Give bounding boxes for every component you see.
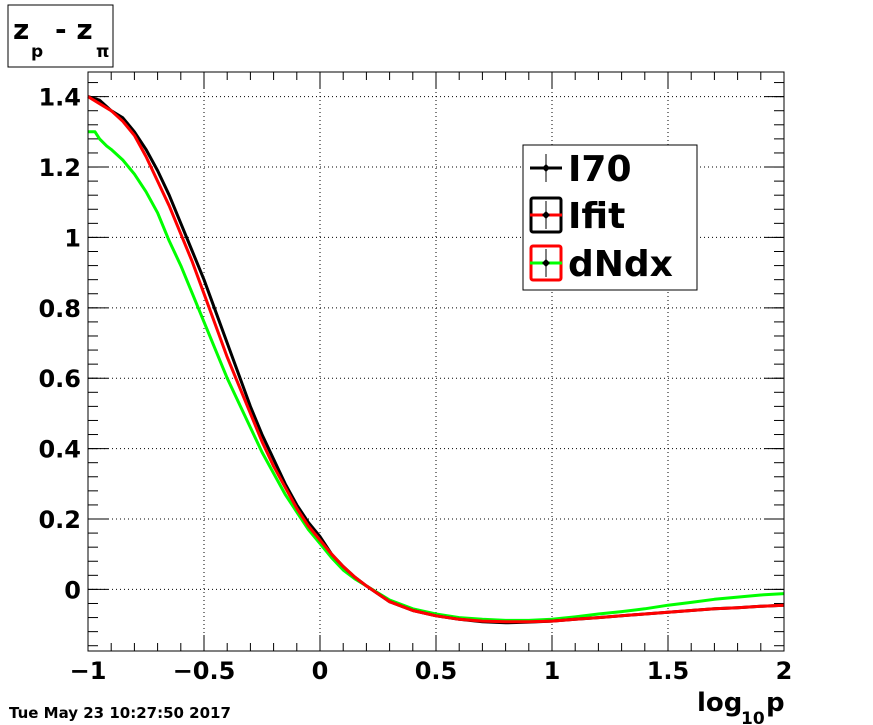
plot-frame <box>87 71 785 652</box>
x-tick-labels: −1 −0.5 0 0.5 1 1.5 2 <box>70 657 793 685</box>
series-lines <box>87 95 785 625</box>
legend-entry-i70: I70 <box>530 149 632 190</box>
x-tick-label: 0.5 <box>415 657 458 685</box>
x-axis-title-sub: 10 <box>741 709 765 725</box>
x-tick-label: 1 <box>544 657 561 685</box>
y-tick-label: 0.4 <box>38 436 81 464</box>
y-tick-label: 0.6 <box>38 365 81 393</box>
x-axis-title: log 10 p <box>697 688 785 725</box>
legend-entry-ifit: Ifit <box>529 196 625 237</box>
legend-marker-diamond <box>542 164 550 172</box>
legend-label: I70 <box>568 149 632 190</box>
y-tick-label: 1.2 <box>38 154 81 182</box>
y-tick-label: 0.8 <box>38 295 81 323</box>
legend-marker-diamond <box>542 259 550 267</box>
datestamp: Tue May 23 10:27:50 2017 <box>9 704 231 722</box>
legend-marker-diamond <box>542 211 550 219</box>
x-tick-label: 1.5 <box>647 657 690 685</box>
y-tick-label: 0 <box>64 576 81 604</box>
legend-label: dNdx <box>568 244 673 285</box>
axis-ticks <box>87 72 785 651</box>
y-tick-labels: 0 0.2 0.4 0.6 0.8 1 1.2 1.4 <box>38 84 81 605</box>
title-sub-pi: π <box>96 42 109 62</box>
legend-label: Ifit <box>568 196 625 237</box>
series-line-ifit <box>87 95 785 624</box>
y-tick-label: 1 <box>64 224 81 252</box>
x-tick-label: −0.5 <box>173 657 236 685</box>
legend-entry-dndx: dNdx <box>529 244 673 285</box>
y-tick-label: 1.4 <box>38 84 81 112</box>
x-tick-label: 2 <box>776 657 793 685</box>
x-axis-title-log: log <box>697 688 742 718</box>
title-box: z p - z π <box>7 4 114 68</box>
legend: I70 Ifit dNdx <box>522 144 698 291</box>
title-z-pi: - z <box>55 13 93 46</box>
x-axis-title-p: p <box>766 688 785 718</box>
x-tick-label: 0 <box>312 657 329 685</box>
title-sub-p: p <box>31 42 43 62</box>
y-tick-label: 0.2 <box>38 506 81 534</box>
title-z-p: z <box>13 13 29 46</box>
series-line-dndx <box>88 130 785 622</box>
x-tick-label: −1 <box>70 657 107 685</box>
